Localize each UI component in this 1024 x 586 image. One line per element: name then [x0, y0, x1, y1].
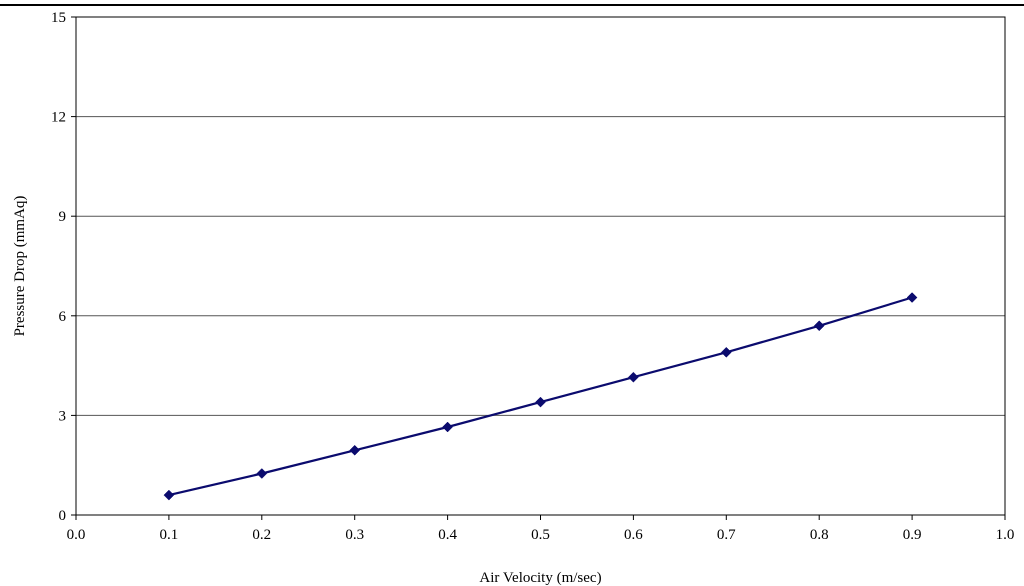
plot-area — [75, 16, 1006, 516]
x-axis-title: Air Velocity (m/sec) — [479, 570, 601, 586]
grid-lines — [76, 116, 1005, 416]
data-series — [163, 292, 918, 501]
top-rule — [0, 4, 1024, 6]
data-point-marker — [720, 346, 732, 358]
x-tick-label: 0.2 — [252, 527, 271, 543]
x-tick-label: 0.8 — [810, 527, 829, 543]
x-tick-label: 0.1 — [160, 527, 179, 543]
x-tick-label: 0.7 — [717, 527, 736, 543]
data-point-marker — [535, 396, 546, 408]
x-tick-label: 0.0 — [67, 527, 86, 543]
y-tick-label: 0 — [59, 508, 67, 524]
x-tick-label: 0.9 — [903, 527, 922, 543]
x-tick-label: 0.3 — [345, 527, 364, 543]
series-line — [168, 296, 913, 497]
data-point-marker — [442, 421, 453, 433]
data-point-marker — [813, 320, 825, 332]
y-axis: 0 3 6 9 12 15 — [51, 10, 76, 524]
x-tick-label: 0.5 — [531, 527, 550, 543]
x-tick-label: 0.6 — [624, 527, 643, 543]
y-axis-title: Pressure Drop (mmAq) — [12, 196, 28, 337]
data-point-marker — [906, 292, 918, 303]
y-tick-label: 12 — [51, 110, 66, 126]
x-tick-label: 0.4 — [438, 527, 457, 543]
x-axis: 0.0 0.1 0.2 0.3 0.4 0.5 0.6 0.7 0.8 0.9 1.0 — [67, 515, 1015, 543]
data-point-marker — [628, 371, 639, 383]
y-tick-label: 3 — [59, 408, 67, 424]
data-point-marker — [256, 468, 268, 479]
y-tick-label: 9 — [59, 209, 67, 225]
data-point-marker — [349, 444, 361, 456]
x-tick-label: 1.0 — [996, 527, 1015, 543]
y-tick-label: 6 — [59, 309, 67, 325]
y-tick-label: 15 — [51, 10, 66, 26]
data-point-marker — [163, 489, 175, 501]
